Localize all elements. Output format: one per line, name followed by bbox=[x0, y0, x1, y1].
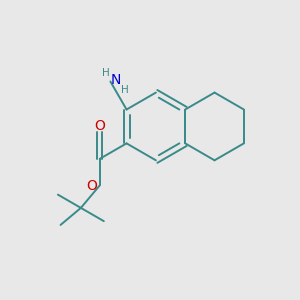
Text: O: O bbox=[94, 119, 105, 133]
Text: O: O bbox=[86, 179, 97, 193]
Text: N: N bbox=[110, 73, 121, 87]
Text: H: H bbox=[121, 85, 129, 95]
Text: H: H bbox=[102, 68, 110, 78]
